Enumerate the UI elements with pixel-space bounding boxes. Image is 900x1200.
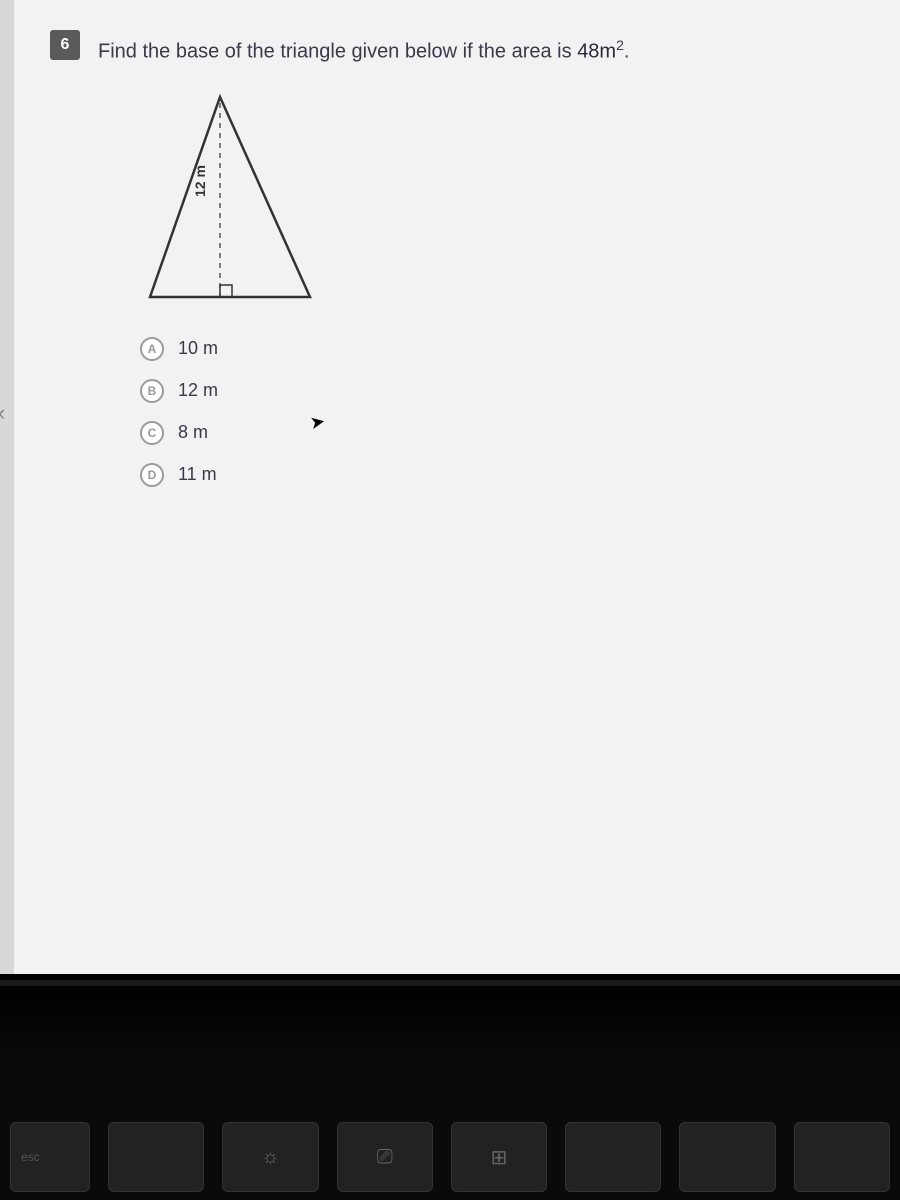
option-d[interactable]: D 11 m bbox=[140, 463, 860, 487]
question-number-badge: 6 bbox=[50, 30, 80, 60]
radio-c[interactable]: C bbox=[140, 421, 164, 445]
question-area-exp: 2 bbox=[616, 37, 624, 53]
key-f1[interactable] bbox=[108, 1122, 204, 1192]
chevron-left-icon[interactable]: ‹ bbox=[0, 400, 5, 426]
left-gutter bbox=[0, 0, 14, 974]
question-area-value: 48m bbox=[577, 41, 616, 63]
triangle-svg bbox=[140, 97, 340, 307]
brightness-up-icon: ☼ bbox=[261, 1146, 279, 1169]
option-a[interactable]: A 10 m bbox=[140, 337, 860, 361]
key-esc[interactable]: esc bbox=[10, 1122, 90, 1192]
option-b[interactable]: B 12 m bbox=[140, 379, 860, 403]
launchpad-icon: ⊞ bbox=[491, 1145, 508, 1170]
key-f6[interactable] bbox=[679, 1122, 775, 1192]
right-angle-mark bbox=[220, 285, 232, 297]
option-b-label: 12 m bbox=[178, 380, 218, 401]
keyboard-row: esc ☼ ⎚ ⊞ bbox=[0, 1065, 900, 1200]
answer-options: A 10 m B 12 m C 8 m D 11 m bbox=[140, 337, 860, 487]
triangle-figure: 12 m bbox=[140, 97, 340, 307]
question-row: 6 Find the base of the triangle given be… bbox=[50, 30, 860, 67]
option-a-label: 10 m bbox=[178, 338, 218, 359]
option-c[interactable]: C 8 m bbox=[140, 421, 860, 445]
radio-a[interactable]: A bbox=[140, 337, 164, 361]
option-d-label: 11 m bbox=[178, 464, 217, 485]
radio-b[interactable]: B bbox=[140, 379, 164, 403]
key-f7[interactable] bbox=[794, 1122, 890, 1192]
laptop-bezel bbox=[0, 986, 900, 1066]
question-suffix: . bbox=[624, 41, 630, 63]
triangle-outline bbox=[150, 97, 310, 297]
mission-control-icon: ⎚ bbox=[377, 1146, 393, 1169]
key-f2[interactable]: ☼ bbox=[222, 1122, 318, 1192]
question-text: Find the base of the triangle given belo… bbox=[98, 30, 629, 67]
key-f3[interactable]: ⎚ bbox=[337, 1122, 433, 1192]
quiz-screen: ‹ 6 Find the base of the triangle given … bbox=[0, 0, 900, 980]
key-f4[interactable]: ⊞ bbox=[451, 1122, 547, 1192]
radio-d[interactable]: D bbox=[140, 463, 164, 487]
question-prefix: Find the base of the triangle given belo… bbox=[98, 41, 577, 63]
key-f5[interactable] bbox=[565, 1122, 661, 1192]
option-c-label: 8 m bbox=[178, 422, 208, 443]
triangle-height-label: 12 m bbox=[192, 165, 208, 197]
